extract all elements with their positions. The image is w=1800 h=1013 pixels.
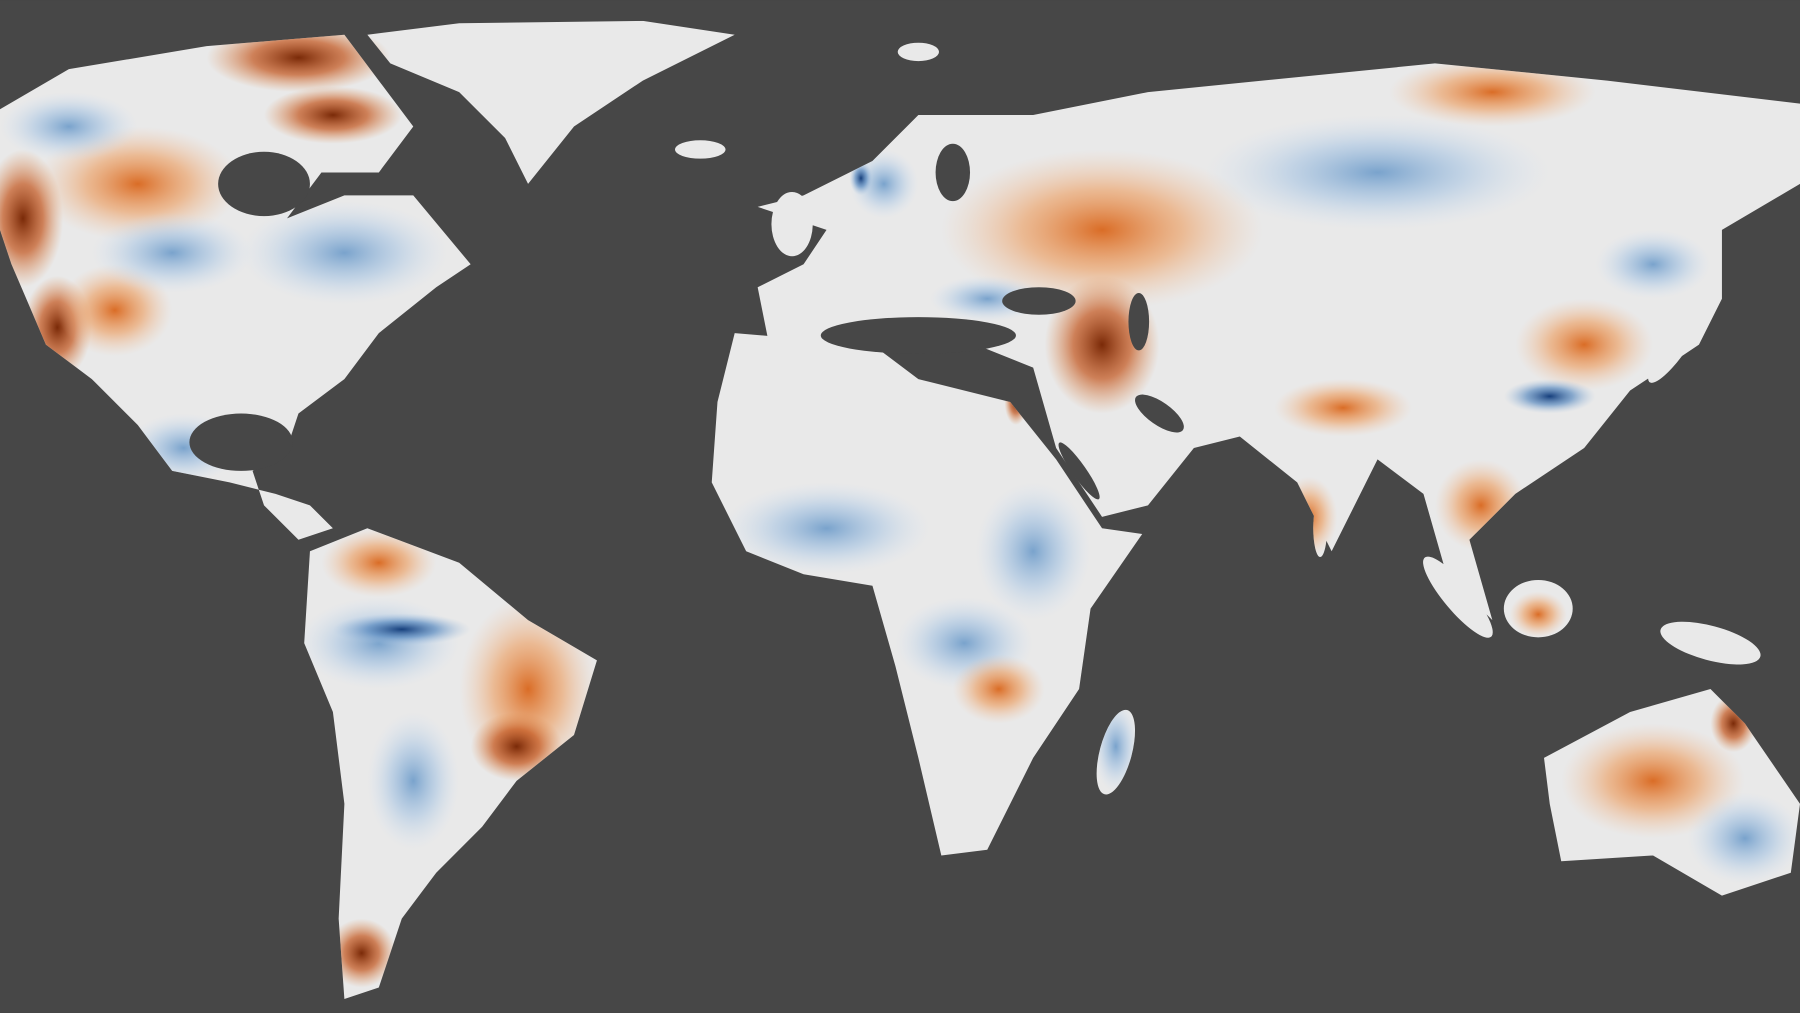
anomaly-blobs: [0, 23, 1800, 988]
inland-waters: [189, 143, 1184, 500]
